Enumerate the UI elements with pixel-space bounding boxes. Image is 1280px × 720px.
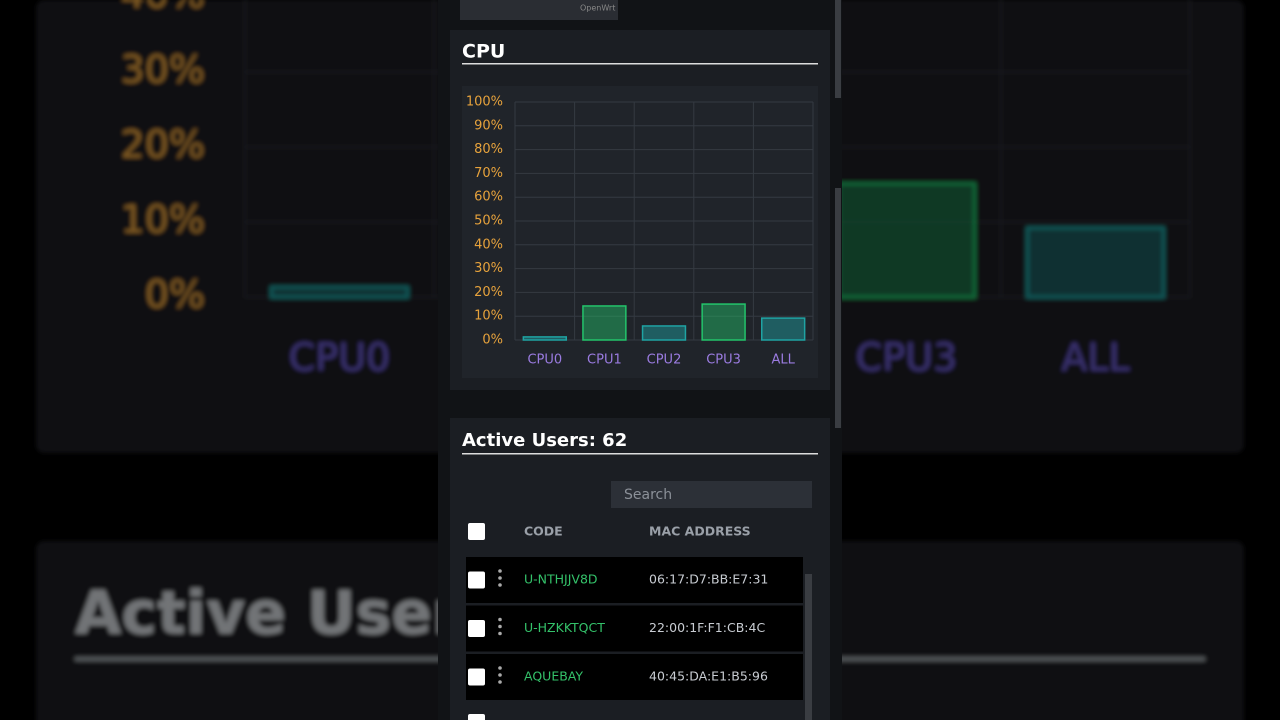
y-tick-label: 80%	[474, 142, 503, 157]
y-tick-label: 70%	[474, 166, 503, 181]
card-title: CPU	[462, 41, 505, 63]
bar	[522, 336, 568, 341]
y-tick-label: 20%	[121, 123, 205, 167]
x-tick-label: ALL	[772, 353, 796, 368]
x-tick-label: CPU3	[856, 336, 957, 380]
column-header: MAC ADDRESS	[649, 524, 751, 539]
y-tick-label: 40%	[474, 237, 503, 252]
mac-address: 40:45:DA:E1:B5:96	[649, 669, 768, 684]
bar	[760, 317, 806, 341]
y-tick-label: 90%	[474, 118, 503, 133]
search-placeholder: Search	[624, 487, 672, 503]
row-menu-dot	[498, 673, 502, 677]
y-tick-label: 100%	[466, 95, 503, 110]
y-tick-label: 0%	[482, 333, 503, 348]
y-tick-label: 20%	[474, 285, 503, 300]
bar	[836, 182, 977, 299]
y-tick-label: 40%	[121, 0, 205, 17]
row-checkbox[interactable]	[468, 571, 485, 589]
bar	[641, 325, 687, 341]
row-menu-dot	[498, 583, 502, 587]
row-checkbox[interactable]	[468, 668, 485, 686]
mac-address: 22:00:1F:F1:CB:4C	[649, 620, 765, 635]
row-menu-dot	[498, 624, 502, 629]
row-background	[466, 654, 803, 700]
row-menu-dot	[498, 569, 502, 573]
chart-area	[462, 86, 818, 378]
mac-address: 06:17:D7:BB:E7:31	[649, 572, 768, 587]
x-tick-label: CPU0	[527, 353, 562, 368]
bar	[1025, 226, 1166, 299]
column-header: CODE	[524, 524, 563, 539]
y-tick-label: 0%	[145, 273, 205, 317]
x-tick-label: CPU2	[647, 353, 682, 368]
y-tick-label: 30%	[121, 48, 205, 92]
bar	[582, 305, 627, 341]
scrollbar	[835, 188, 841, 428]
row-menu-dot	[498, 680, 502, 684]
user-code: U-NTHJJV8D	[524, 572, 598, 587]
x-tick-label: CPU0	[289, 336, 390, 380]
user-code: U-HZKKTQCT	[524, 620, 605, 635]
y-tick-label: 10%	[121, 198, 205, 242]
scrollbar	[835, 0, 841, 98]
table-scrollbar	[805, 510, 812, 720]
table-scrollbar-thumb	[805, 510, 812, 574]
x-tick-label: CPU1	[587, 353, 622, 368]
row-checkbox	[468, 714, 485, 720]
title-rule	[462, 453, 818, 455]
bar	[701, 303, 746, 341]
row-background	[466, 605, 803, 652]
y-tick-label: 60%	[474, 190, 503, 205]
y-tick-label: 10%	[474, 309, 503, 324]
user-code: AQUEBAY	[524, 669, 583, 684]
row-background	[466, 557, 803, 603]
y-tick-label: 30%	[474, 261, 503, 276]
title-rule	[462, 63, 818, 65]
users-table: CODE MAC ADDRESS U-NTHJJV8D 06:17:D7:BB:E7:…	[466, 524, 803, 720]
row-menu-dot	[498, 617, 502, 622]
row-checkbox[interactable]	[468, 620, 485, 637]
row-menu-dot	[498, 666, 502, 670]
bar	[269, 285, 410, 299]
logo	[460, 0, 618, 20]
row-menu-dot	[498, 631, 502, 636]
select-all-checkbox[interactable]	[468, 523, 485, 540]
x-tick-label: ALL	[1061, 336, 1129, 380]
brand: OpenWrt	[580, 4, 615, 13]
y-tick-label: 50%	[474, 214, 503, 229]
row-menu-dot	[498, 576, 502, 580]
card-title: Active Users: 62	[462, 430, 627, 451]
cpu-chart: 0% 10% 20% 30% 40% 50% 60% 70% 80% 90% 100% CPU0 CPU…	[466, 95, 814, 368]
x-tick-label: CPU3	[706, 353, 741, 368]
search-box[interactable]	[611, 481, 812, 508]
